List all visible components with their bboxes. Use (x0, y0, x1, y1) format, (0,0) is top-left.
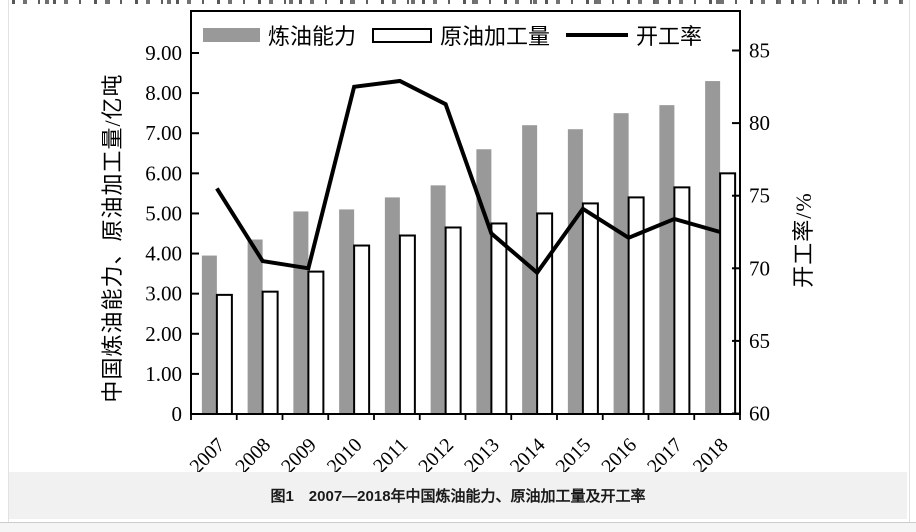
bar-crude-throughput-2009 (307, 270, 325, 415)
bar-crude-throughput-2013 (490, 222, 508, 415)
line-swatch-icon (566, 33, 629, 37)
bottom-strip (0, 523, 916, 532)
bar-crude-throughput-2011 (398, 234, 416, 415)
bar-refining-capacity-2012 (430, 185, 446, 414)
legend-label-crude-throughput: 原油加工量 (440, 24, 551, 49)
bar-crude-throughput-2010 (353, 244, 371, 415)
bar-crude-throughput-2008 (261, 290, 279, 415)
right-tick-label-75: 75 (749, 184, 770, 208)
legend-item-refining-capacity: 炼油能力 (203, 19, 356, 51)
right-axis-title: 开工率/% (791, 192, 816, 288)
bar-refining-capacity-2017 (659, 105, 675, 415)
bar-refining-capacity-2014 (522, 125, 538, 414)
left-tick-label-4.00: 4.00 (145, 242, 182, 266)
right-tick-label-80: 80 (749, 111, 770, 135)
bar-refining-capacity-2011 (384, 197, 400, 414)
bar-refining-capacity-2013 (476, 149, 492, 414)
right-tick-label-70: 70 (749, 256, 770, 280)
bar-crude-throughput-2014 (536, 212, 554, 415)
left-tick-label-0: 0 (172, 402, 183, 426)
bar-refining-capacity-2009 (293, 211, 309, 414)
bar-crude-throughput-2012 (444, 226, 462, 415)
left-tick-label-2.00: 2.00 (145, 322, 182, 346)
divider-line (0, 522, 916, 523)
left-tick-label-5.00: 5.00 (145, 201, 182, 225)
left-tick-label-7.00: 7.00 (145, 121, 182, 145)
bar-refining-capacity-2007 (201, 255, 217, 414)
x-tick-label-2011: 2011 (369, 434, 412, 477)
bar-refining-capacity-2018 (705, 81, 721, 415)
right-tick-label-65: 65 (749, 329, 770, 353)
gray-bar-swatch-icon (203, 28, 260, 42)
bar-crude-throughput-2016 (627, 196, 645, 415)
bar-refining-capacity-2010 (339, 209, 355, 414)
right-tick-label-85: 85 (749, 39, 770, 63)
clipped-text-remnant (12, 0, 904, 4)
left-tick-label-1.00: 1.00 (145, 362, 182, 386)
right-tick-label-60: 60 (749, 402, 770, 426)
left-tick-label-8.00: 8.00 (145, 81, 182, 105)
bar-crude-throughput-2007 (215, 293, 233, 415)
caption-band: 图1 2007—2018年中国炼油能力、原油加工量及开工率 (9, 472, 907, 519)
bar-crude-throughput-2015 (581, 202, 599, 415)
bar-refining-capacity-2015 (567, 129, 583, 414)
legend-label-operating-rate: 开工率 (636, 24, 703, 49)
legend-item-operating-rate: 开工率 (566, 19, 702, 51)
bar-crude-throughput-2018 (719, 172, 737, 415)
chart-legend: 炼油能力 原油加工量 开工率 (203, 24, 718, 49)
left-tick-label-6.00: 6.00 (145, 161, 182, 185)
legend-item-crude-throughput: 原油加工量 (372, 19, 550, 51)
left-tick-label-9.00: 9.00 (145, 41, 182, 65)
bar-refining-capacity-2008 (247, 239, 263, 414)
left-axis-title: 中国炼油能力、原油加工量/亿吨 (100, 73, 125, 403)
legend-label-refining-capacity: 炼油能力 (268, 24, 357, 49)
white-bar-swatch-icon (372, 27, 433, 43)
figure-caption: 图1 2007—2018年中国炼油能力、原油加工量及开工率 (270, 488, 646, 505)
operating-rate-line (215, 78, 721, 276)
bar-refining-capacity-2016 (613, 113, 629, 415)
left-tick-label-3.00: 3.00 (145, 282, 182, 306)
